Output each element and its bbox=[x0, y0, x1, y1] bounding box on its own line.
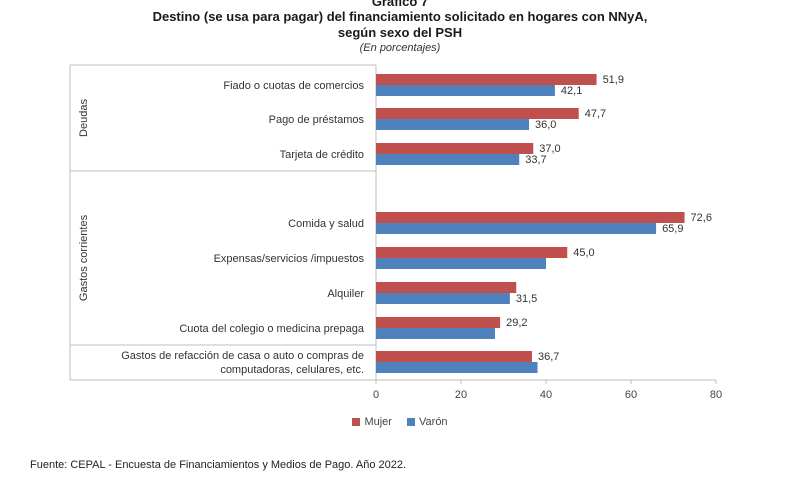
chart-title-line2: según sexo del PSH bbox=[337, 25, 463, 40]
category-label: Alquiler bbox=[327, 288, 364, 300]
bar-mujer bbox=[376, 282, 517, 293]
data-label-mujer: 45,0 bbox=[573, 247, 594, 259]
chart-subtitle: (En porcentajes) bbox=[359, 42, 441, 54]
bar-varon bbox=[376, 85, 555, 96]
bar-varon bbox=[376, 154, 520, 165]
bar-varon bbox=[376, 293, 510, 304]
category-label: Gastos de refacción de casa o auto o com… bbox=[121, 350, 364, 362]
category-label: Fiado o cuotas de comercios bbox=[223, 80, 364, 92]
bar-varon bbox=[376, 328, 495, 339]
bar-mujer bbox=[376, 317, 501, 328]
bar-mujer bbox=[376, 143, 534, 154]
data-label-mujer: 47,7 bbox=[585, 108, 606, 120]
chart-legend: Mujer Varón bbox=[0, 416, 800, 428]
bar-mujer bbox=[376, 74, 597, 85]
bar-mujer bbox=[376, 351, 532, 362]
x-tick-label: 0 bbox=[373, 389, 379, 401]
bar-varon bbox=[376, 119, 529, 130]
x-tick-label: 80 bbox=[710, 389, 722, 401]
legend-label-mujer: Mujer bbox=[364, 416, 392, 428]
group-label: Gastos corrientes bbox=[78, 214, 90, 301]
legend-item-mujer: Mujer bbox=[352, 416, 392, 428]
x-tick-label: 60 bbox=[625, 389, 637, 401]
bar-mujer bbox=[376, 108, 579, 119]
source-note: Fuente: CEPAL - Encuesta de Financiamien… bbox=[30, 459, 407, 471]
figure-label: Gráfico 7 bbox=[371, 0, 429, 9]
group-label: Deudas bbox=[78, 99, 90, 137]
data-label-mujer: 72,6 bbox=[691, 212, 712, 224]
category-label: Cuota del colegio o medicina prepaga bbox=[179, 323, 365, 335]
legend-swatch-mujer bbox=[352, 418, 361, 427]
bar-mujer bbox=[376, 247, 568, 258]
x-tick-label: 40 bbox=[540, 389, 552, 401]
bar-chart: 0 20 40 60 80 Deudas Gastos corrientes Fiado o … bbox=[69, 64, 722, 401]
category-label: Comida y salud bbox=[288, 218, 364, 230]
category-label: Tarjeta de crédito bbox=[280, 149, 364, 161]
chart-title-line1: Destino (se usa para pagar) del financia… bbox=[152, 9, 648, 24]
data-label-mujer: 37,0 bbox=[539, 143, 560, 155]
data-label-mujer: 29,2 bbox=[506, 317, 527, 329]
bar-varon bbox=[376, 362, 538, 373]
data-label-mujer: 36,7 bbox=[538, 351, 559, 363]
data-label-varon: 65,9 bbox=[662, 223, 683, 235]
data-label-varon: 42,1 bbox=[561, 85, 582, 97]
data-label-mujer: 51,9 bbox=[603, 74, 624, 86]
legend-item-varon: Varón bbox=[407, 416, 448, 428]
legend-label-varon: Varón bbox=[419, 416, 448, 428]
bar-varon bbox=[376, 223, 657, 234]
data-label-varon: 36,0 bbox=[535, 119, 556, 131]
category-label: computadoras, celulares, etc. bbox=[220, 364, 364, 376]
legend-swatch-varon bbox=[407, 418, 416, 427]
bar-mujer bbox=[376, 212, 685, 223]
bar-varon bbox=[376, 258, 546, 269]
data-label-varon: 31,5 bbox=[516, 293, 537, 305]
data-label-varon: 33,7 bbox=[525, 154, 546, 166]
category-label: Pago de préstamos bbox=[269, 114, 365, 126]
x-tick-label: 20 bbox=[455, 389, 467, 401]
category-label: Expensas/servicios /impuestos bbox=[214, 253, 365, 265]
